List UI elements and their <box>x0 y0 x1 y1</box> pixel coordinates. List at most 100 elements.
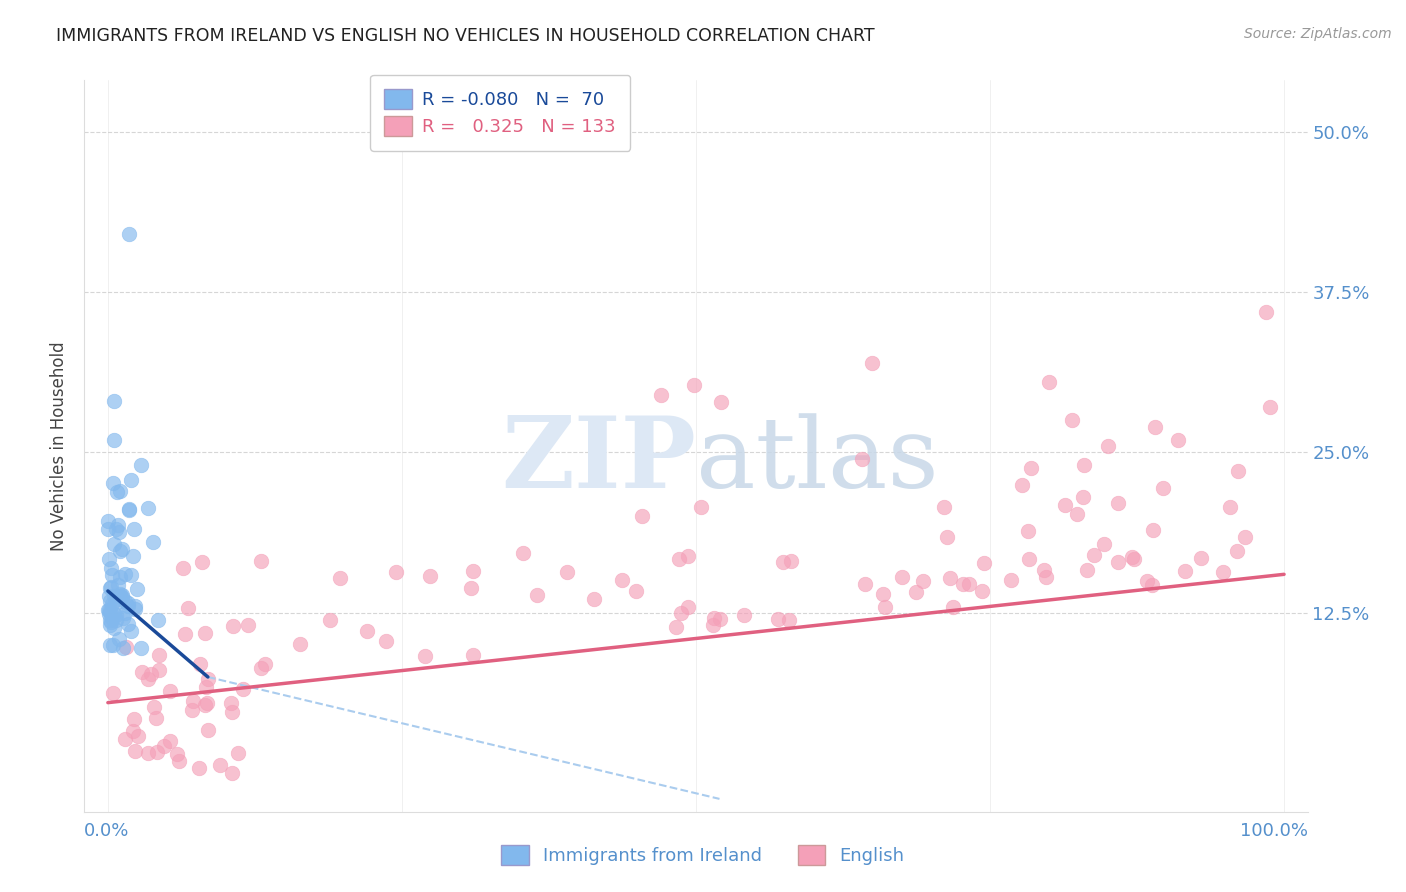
Point <box>911 574 934 588</box>
Point <box>108 594 131 608</box>
Point <box>118 502 141 516</box>
Point <box>105 608 128 623</box>
Point <box>952 576 974 591</box>
Point <box>107 578 129 592</box>
Point <box>103 589 125 603</box>
Point <box>153 739 176 753</box>
Point <box>181 694 204 708</box>
Point <box>148 613 170 627</box>
Point <box>419 569 441 583</box>
Point <box>676 549 699 563</box>
Point <box>356 624 378 639</box>
Point <box>290 637 312 651</box>
Point <box>1092 536 1115 550</box>
Legend: R = -0.080   N =  70, R =   0.325   N = 133: R = -0.080 N = 70, R = 0.325 N = 133 <box>370 75 630 151</box>
Point <box>138 673 160 687</box>
Point <box>117 599 139 613</box>
Point <box>226 746 249 760</box>
Point <box>97 607 120 621</box>
Point <box>107 517 129 532</box>
Point <box>118 503 141 517</box>
Point <box>131 665 153 679</box>
Point <box>1107 496 1129 510</box>
Point <box>98 613 121 627</box>
Point <box>1219 500 1241 514</box>
Point <box>148 663 170 677</box>
Point <box>875 599 897 614</box>
Point <box>108 586 131 600</box>
Point <box>98 589 121 603</box>
Point <box>187 761 209 775</box>
Point <box>942 600 965 615</box>
Point <box>972 583 994 598</box>
Point <box>555 565 578 579</box>
Point <box>111 589 134 603</box>
Point <box>122 712 145 726</box>
Point <box>329 571 352 585</box>
Point <box>167 755 190 769</box>
Point <box>851 451 873 466</box>
Point <box>772 555 794 569</box>
Point <box>97 522 120 536</box>
Point <box>582 592 605 607</box>
Point <box>103 607 125 622</box>
Point <box>1062 413 1084 427</box>
Point <box>101 568 124 582</box>
Point <box>891 570 914 584</box>
Point <box>101 611 124 625</box>
Point <box>682 378 704 392</box>
Point <box>108 483 131 498</box>
Point <box>860 355 883 369</box>
Point <box>612 574 634 588</box>
Point <box>98 581 121 595</box>
Point <box>650 387 672 401</box>
Point <box>105 484 128 499</box>
Point <box>105 523 128 537</box>
Point <box>778 614 800 628</box>
Point <box>1011 478 1033 492</box>
Point <box>129 458 152 473</box>
Point <box>98 604 121 618</box>
Point <box>114 732 136 747</box>
Point <box>1121 550 1143 565</box>
Point <box>110 570 132 584</box>
Point <box>1035 570 1057 584</box>
Point <box>1140 578 1163 592</box>
Point <box>118 227 141 242</box>
Point <box>1071 490 1094 504</box>
Point <box>1017 524 1039 538</box>
Point <box>374 634 396 648</box>
Point <box>221 705 243 719</box>
Point <box>668 552 690 566</box>
Point <box>1136 574 1159 588</box>
Point <box>120 568 142 582</box>
Point <box>1226 464 1249 478</box>
Point <box>100 580 122 594</box>
Point <box>624 584 647 599</box>
Point <box>115 640 138 655</box>
Point <box>973 557 995 571</box>
Point <box>180 702 202 716</box>
Point <box>1076 563 1098 577</box>
Point <box>1097 439 1119 453</box>
Point <box>1073 458 1095 473</box>
Point <box>1258 400 1281 414</box>
Point <box>136 500 159 515</box>
Point <box>1212 566 1234 580</box>
Point <box>1000 573 1022 587</box>
Point <box>853 577 876 591</box>
Point <box>690 500 713 515</box>
Point <box>142 535 165 549</box>
Point <box>1142 523 1164 537</box>
Point <box>117 616 139 631</box>
Point <box>780 554 803 568</box>
Point <box>232 681 254 696</box>
Point <box>194 681 217 695</box>
Point <box>222 619 245 633</box>
Text: 100.0%: 100.0% <box>1240 822 1308 840</box>
Point <box>1143 419 1166 434</box>
Point <box>1019 461 1042 475</box>
Point <box>935 530 957 544</box>
Point <box>195 696 218 710</box>
Point <box>101 685 124 699</box>
